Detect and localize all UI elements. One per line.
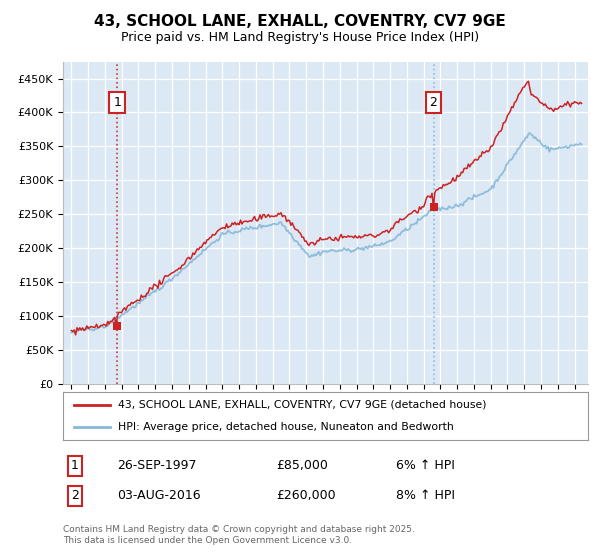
Text: £260,000: £260,000 <box>276 489 335 502</box>
Text: 6% ↑ HPI: 6% ↑ HPI <box>396 459 455 473</box>
Text: 03-AUG-2016: 03-AUG-2016 <box>117 489 200 502</box>
Text: 43, SCHOOL LANE, EXHALL, COVENTRY, CV7 9GE (detached house): 43, SCHOOL LANE, EXHALL, COVENTRY, CV7 9… <box>118 400 487 410</box>
Text: Contains HM Land Registry data © Crown copyright and database right 2025.
This d: Contains HM Land Registry data © Crown c… <box>63 525 415 545</box>
Text: 43, SCHOOL LANE, EXHALL, COVENTRY, CV7 9GE: 43, SCHOOL LANE, EXHALL, COVENTRY, CV7 9… <box>94 14 506 29</box>
Text: Price paid vs. HM Land Registry's House Price Index (HPI): Price paid vs. HM Land Registry's House … <box>121 31 479 44</box>
Text: 8% ↑ HPI: 8% ↑ HPI <box>396 489 455 502</box>
Text: 1: 1 <box>71 459 79 473</box>
Text: HPI: Average price, detached house, Nuneaton and Bedworth: HPI: Average price, detached house, Nune… <box>118 422 454 432</box>
Text: £85,000: £85,000 <box>276 459 328 473</box>
Text: 26-SEP-1997: 26-SEP-1997 <box>117 459 197 473</box>
Text: 1: 1 <box>113 96 121 109</box>
Text: 2: 2 <box>430 96 437 109</box>
Text: 2: 2 <box>71 489 79 502</box>
